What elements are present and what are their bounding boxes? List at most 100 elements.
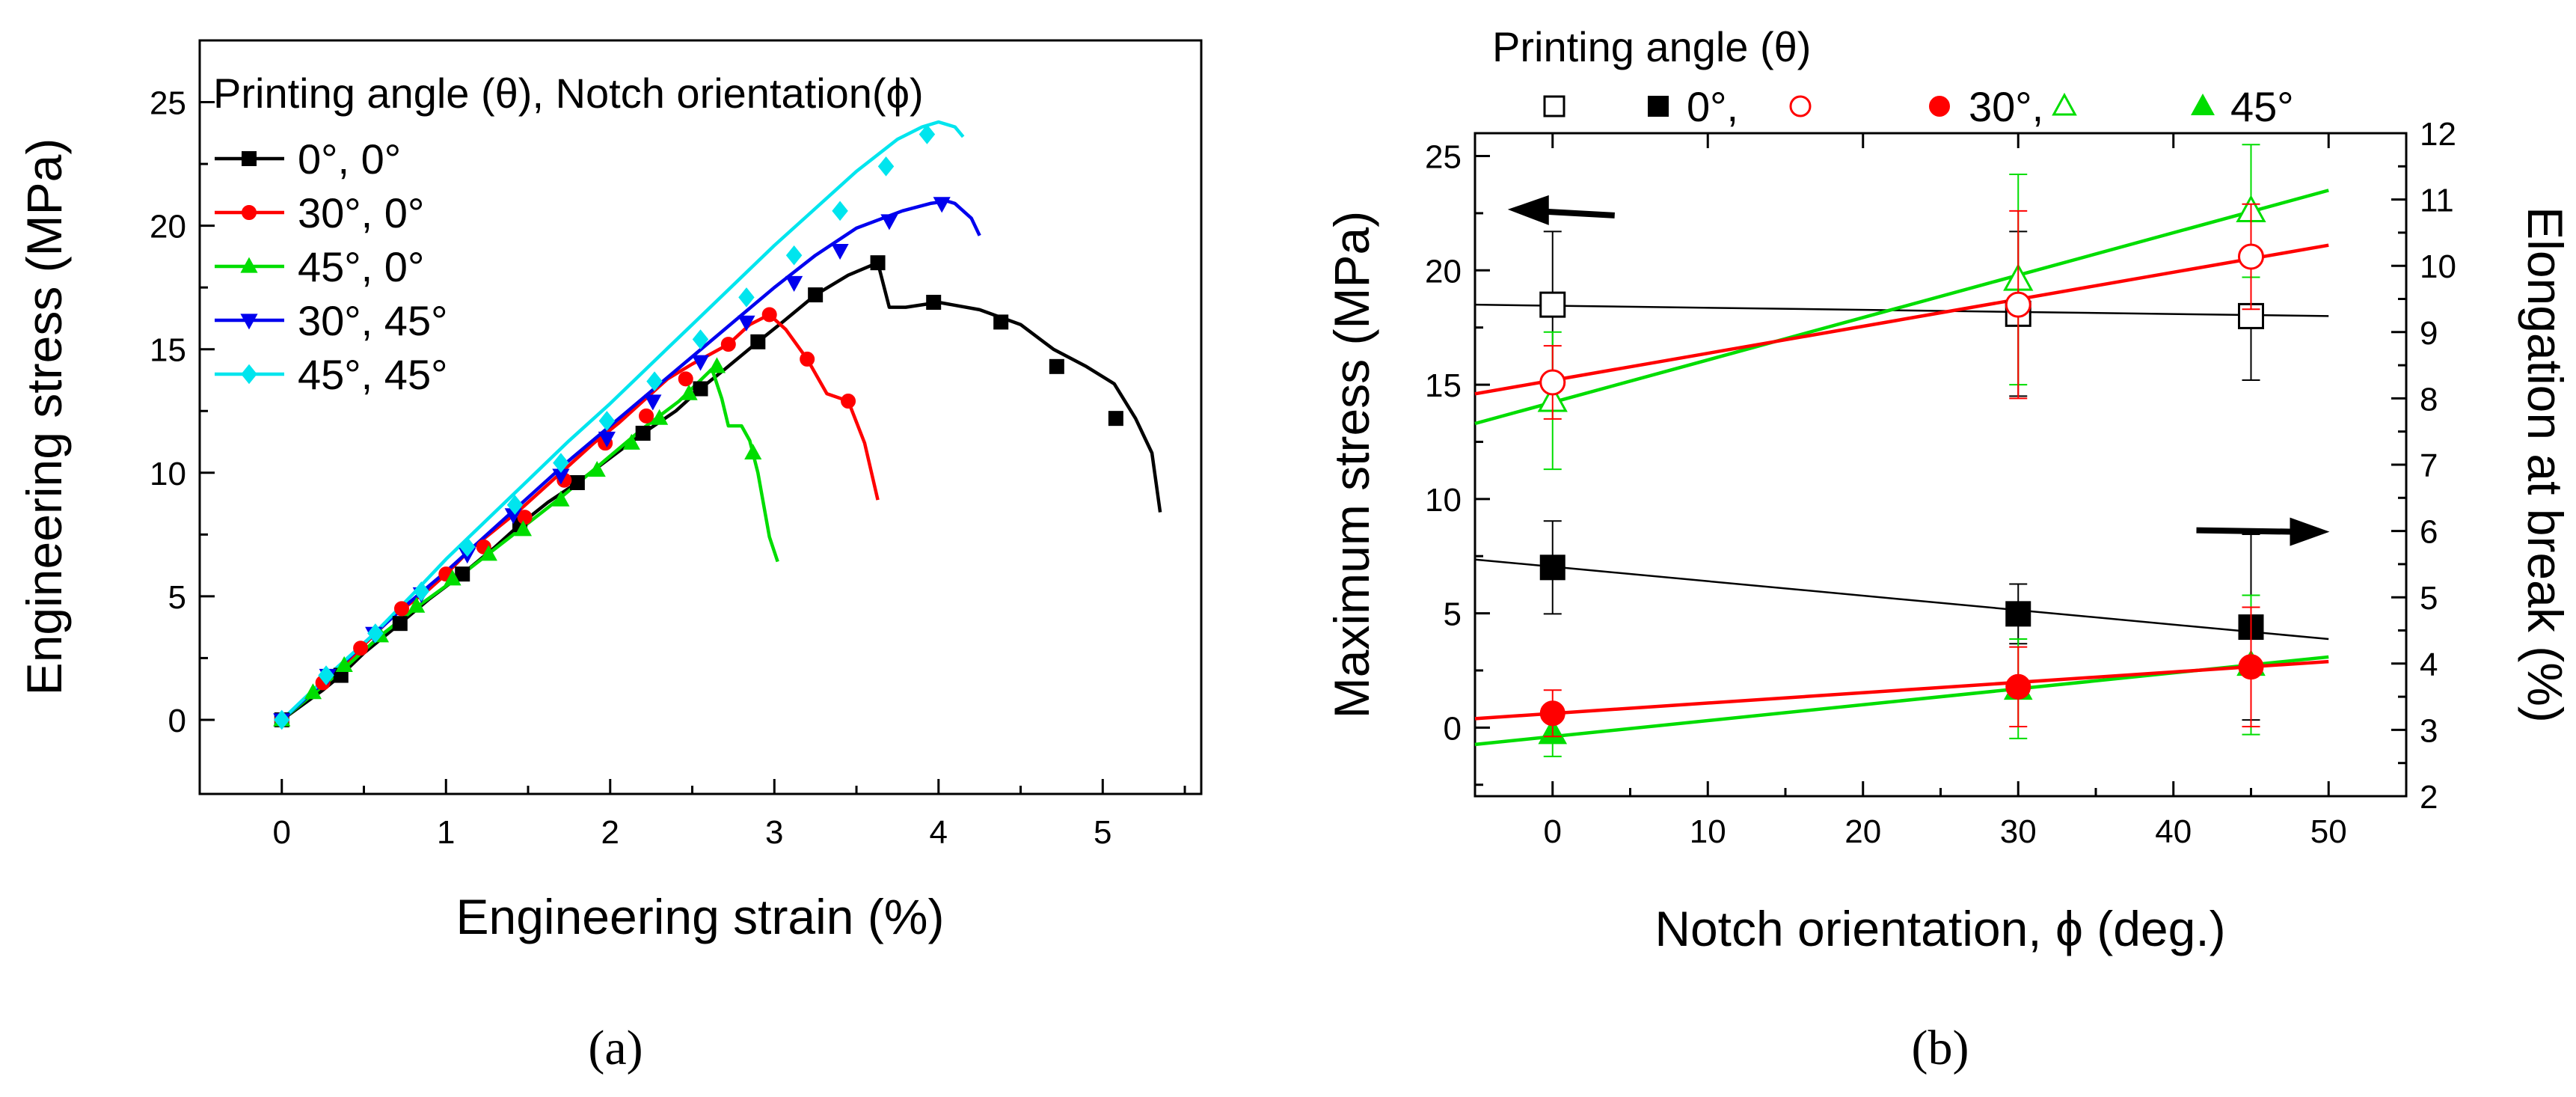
- data-point: [444, 569, 461, 586]
- data-point: [737, 315, 755, 331]
- y2-tick-label: 4: [2420, 647, 2438, 683]
- data-point: [1049, 358, 1064, 374]
- x-tick-label: 2: [601, 814, 619, 851]
- y2-tick-label: 9: [2420, 315, 2438, 352]
- legend-marker: [241, 364, 257, 385]
- x-tick-label: 30: [2000, 813, 2037, 850]
- fit-line: [1474, 243, 2329, 396]
- legend-label: 0°, 0°: [298, 135, 401, 183]
- data-point: [800, 351, 815, 367]
- panel-a-strain-stress-chart: 0 1 2 3 4 5 0 5 10 15 20 25 Printing angle (θ), Not…: [16, 39, 1203, 1075]
- fit-line: [1474, 659, 2329, 721]
- panel-a-series-markers: [273, 124, 1123, 730]
- data-point: [598, 411, 616, 431]
- left-arrow-head: [1507, 195, 1549, 225]
- y-tick-label: 10: [1425, 482, 1462, 519]
- data-point: [831, 243, 849, 260]
- y-tick-label: 25: [150, 85, 186, 122]
- x-tick-label: 0: [273, 814, 291, 851]
- data-point: [1108, 411, 1123, 427]
- right-arrow-head: [2290, 517, 2330, 546]
- data-point: [517, 510, 533, 525]
- data-point: [393, 601, 409, 617]
- legend-label: 30°,: [1969, 83, 2043, 130]
- data-point: [680, 384, 698, 400]
- legend-marker-open: [1789, 95, 1812, 117]
- fit-line: [1474, 189, 2329, 426]
- y2-tick-label: 2: [2420, 779, 2438, 816]
- panel-a-axis-ticks: 0 1 2 3 4 5 0 5 10 15 20 25: [150, 39, 1186, 851]
- y2-tick-label: 8: [2420, 381, 2438, 418]
- legend-marker-filled: [2191, 93, 2215, 116]
- panel-b-axis-arrows: [1507, 195, 2330, 546]
- x-tick-label: 1: [437, 814, 455, 851]
- panel-b-y-axis-label: Maximum stress (MPa): [1324, 211, 1379, 718]
- data-point: [598, 431, 616, 447]
- data-point: [993, 314, 1009, 330]
- legend-label: 30°, 0°: [298, 189, 424, 236]
- legend-label: 0°,: [1687, 83, 1738, 130]
- y-tick-label: 0: [1444, 710, 1462, 747]
- data-point: [304, 683, 322, 700]
- data-point: [692, 329, 709, 349]
- data-point: [506, 495, 524, 515]
- data-point: [2238, 243, 2264, 270]
- data-point: [761, 307, 777, 323]
- data-point: [750, 334, 766, 349]
- data-point: [552, 490, 570, 507]
- data-point: [1539, 291, 1566, 318]
- y-tick-label: 5: [168, 579, 186, 616]
- series-line: [280, 367, 779, 721]
- y-tick-label: 15: [1425, 367, 1462, 404]
- x-tick-label: 3: [765, 814, 783, 851]
- data-point: [455, 566, 470, 582]
- y2-tick-label: 12: [2420, 116, 2456, 153]
- data-point: [926, 294, 942, 310]
- data-point: [274, 709, 290, 730]
- y2-tick-label: 5: [2420, 580, 2438, 617]
- data-point: [880, 214, 898, 230]
- legend-marker: [242, 151, 257, 166]
- y-tick-label: 10: [150, 456, 186, 492]
- data-point: [639, 408, 654, 424]
- panel-a-x-axis-label: Engineering strain (%): [456, 889, 945, 944]
- data-point: [318, 665, 334, 685]
- data-point: [738, 287, 755, 308]
- x-tick-label: 40: [2155, 813, 2192, 850]
- data-point: [808, 287, 824, 303]
- data-point: [877, 156, 895, 177]
- data-point: [785, 245, 803, 266]
- x-tick-label: 50: [2310, 813, 2347, 850]
- panel-b-data-points: [1537, 144, 2266, 757]
- data-point: [1539, 369, 1566, 396]
- legend-marker: [240, 314, 258, 330]
- legend-label: 30°, 45°: [298, 297, 447, 344]
- data-point: [2005, 673, 2031, 700]
- panel-b-notch-orientation-chart: 0 10 20 30 40 50 0 5 10 15 20 25 2 3 4 5 6 7 8 9 10 11 12 Prin…: [1324, 23, 2573, 1075]
- data-point: [569, 474, 585, 490]
- x-tick-label: 0: [1544, 813, 1562, 850]
- y-tick-label: 15: [150, 332, 186, 369]
- data-point: [2005, 291, 2031, 318]
- data-point: [744, 443, 762, 460]
- data-point: [622, 433, 640, 450]
- fit-line: [1474, 303, 2329, 317]
- legend-marker-open: [1543, 95, 1565, 117]
- data-point: [635, 425, 651, 441]
- y-tick-label: 0: [168, 703, 186, 739]
- data-point: [651, 409, 669, 425]
- x-tick-label: 20: [1844, 813, 1881, 850]
- panel-b-y2-axis-label: Elongation at break (%): [2518, 207, 2573, 723]
- data-point: [841, 394, 856, 409]
- data-point: [367, 623, 384, 644]
- legend-marker-filled: [1648, 96, 1669, 117]
- data-point: [2238, 654, 2264, 680]
- legend-marker: [242, 205, 257, 220]
- data-point: [708, 357, 726, 373]
- y2-tick-label: 7: [2420, 447, 2438, 484]
- x-tick-label: 4: [930, 814, 948, 851]
- panel-a-y-axis-label: Engineering stress (MPa): [16, 138, 72, 696]
- data-point: [514, 520, 533, 537]
- panel-a-caption-label: (a): [588, 1021, 643, 1075]
